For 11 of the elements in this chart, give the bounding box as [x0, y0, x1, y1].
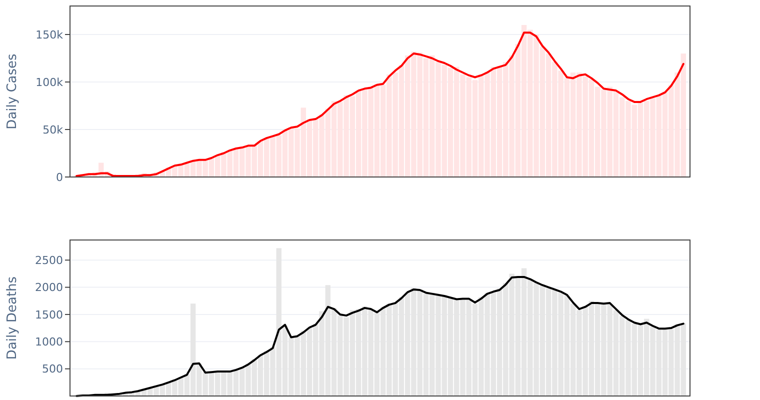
y-tick-label: 0 [56, 170, 63, 184]
y-tick-label: 2000 [35, 281, 63, 294]
y-axis-title: Daily Cases [5, 53, 20, 130]
y-tick-label: 50k [42, 123, 64, 136]
y-tick-label: 150k [36, 28, 64, 42]
y-tick-label: 100k [36, 76, 64, 89]
y-tick-label: 2500 [35, 254, 63, 267]
y-tick-label: 500 [42, 362, 63, 376]
y-tick-label: 1500 [35, 308, 63, 322]
y-axis-title: Daily Deaths [5, 276, 20, 360]
y-tick-label: 1000 [35, 335, 63, 348]
